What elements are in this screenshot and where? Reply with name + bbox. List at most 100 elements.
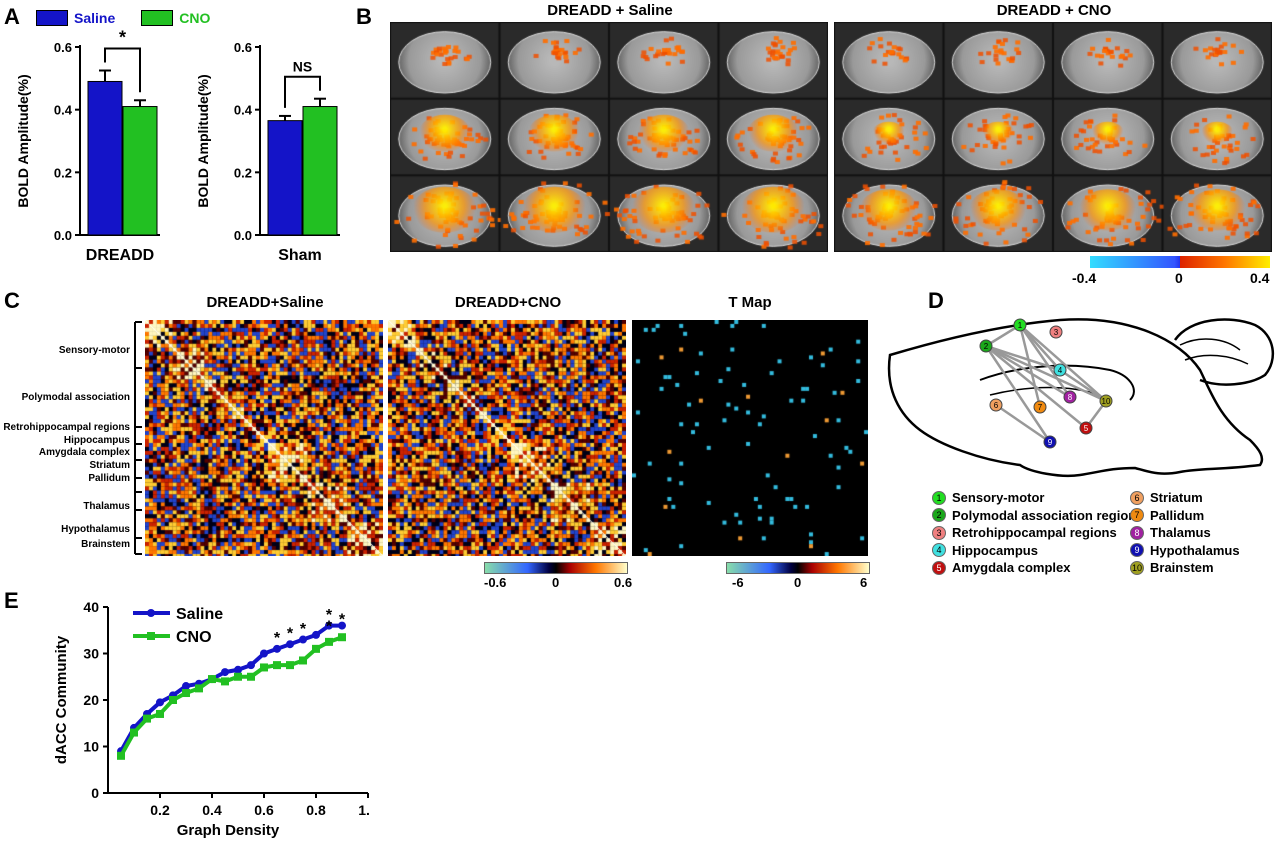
y-tick-label: 0.4 <box>54 103 73 118</box>
legend-label: Hypothalamus <box>1150 542 1240 558</box>
legend-number-badge: 7 <box>1130 508 1144 522</box>
panel-b-colorbar <box>1090 256 1270 268</box>
bar-cno <box>122 106 158 236</box>
legend-label: Amygdala complex <box>952 560 1071 575</box>
series-line-saline <box>119 623 342 753</box>
legend-label: Thalamus <box>1150 525 1211 540</box>
legend-number-badge: 4 <box>932 543 946 557</box>
legend-item-striatum: 6 Striatum <box>1130 490 1203 505</box>
network-node-6 <box>989 398 1003 412</box>
legend-label: Retrohippocampal regions <box>952 525 1117 540</box>
legend-marker-saline <box>147 609 155 617</box>
y-tick-label: 0.6 <box>54 40 72 55</box>
colorbar-r-max: 0.6 <box>614 575 633 590</box>
y-tick-label: 0.4 <box>234 103 253 118</box>
group-label: DREADD <box>86 247 154 264</box>
cerebellum-outline <box>1173 318 1275 386</box>
legend-number-badge: 9 <box>1130 543 1144 557</box>
legend-label: Polymodal association regions <box>952 507 1144 523</box>
legend-item-polymodal-association-regions: 2 Polymodal association regions <box>932 508 1143 523</box>
brain-slices-canvas <box>834 22 1272 252</box>
panel-letter-c: C <box>4 288 20 313</box>
panel-letter-d: D <box>928 288 944 313</box>
panel-letter-a: A <box>4 4 20 29</box>
panel-b-title-cno: DREADD + CNO <box>996 2 1112 19</box>
legend-label-cno: CNO <box>176 629 212 646</box>
brain-outline <box>887 318 1264 477</box>
legend-item-pallidum: 7 Pallidum <box>1130 508 1204 523</box>
y-tick-label: 0.2 <box>234 165 252 180</box>
y-tick-label: 40 <box>83 599 99 615</box>
data-point-saline <box>247 661 255 670</box>
colorbar-t-max: 6 <box>860 575 868 590</box>
row-label: Amygdala complex <box>38 447 130 458</box>
data-point-saline <box>312 630 320 639</box>
row-label: Polymodal association <box>21 392 130 403</box>
panel-c-colorbar-r <box>484 562 628 574</box>
network-edge <box>984 345 1052 443</box>
data-point-cno <box>299 656 307 665</box>
data-point-cno <box>338 633 346 642</box>
data-point-cno <box>169 696 177 704</box>
legend-number-badge: 8 <box>1130 525 1144 540</box>
legend-item-brainstem: 10 Brainstem <box>1130 560 1214 575</box>
network-node-label: 3 <box>1054 328 1059 337</box>
panel-b-colorbar-mid: 0 <box>1175 270 1183 286</box>
group-label: Sham <box>278 247 322 264</box>
network-node-4 <box>1053 363 1067 377</box>
legend-label-cno: CNO <box>179 10 211 26</box>
network-node-label: 8 <box>1068 393 1073 402</box>
data-point-saline <box>182 682 190 691</box>
legend-number-badge: 2 <box>932 508 946 522</box>
significance-star: * <box>300 621 307 638</box>
data-point-cno <box>182 689 190 698</box>
network-edge <box>995 403 1051 444</box>
row-label: Pallidum <box>88 473 130 484</box>
data-point-cno <box>143 714 151 723</box>
legend-number-badge: 10 <box>1130 560 1144 575</box>
legend-label: Pallidum <box>1150 507 1205 523</box>
significance-star: * <box>339 612 346 629</box>
series-line-cno <box>119 635 343 757</box>
legend-label-saline: Saline <box>74 10 116 26</box>
data-point-cno <box>130 728 138 737</box>
network-edge <box>1019 324 1107 402</box>
row-label: Hippocampus <box>63 435 130 446</box>
legend-item-hippocampus: 4 Hippocampus <box>932 543 1038 558</box>
significance-star: * <box>287 626 294 643</box>
significance-bracket <box>284 75 321 108</box>
data-point-cno <box>195 684 203 693</box>
data-point-cno <box>312 644 320 653</box>
data-point-cno <box>247 672 255 681</box>
network-edge <box>985 344 1107 403</box>
significance-label: * <box>119 30 126 48</box>
data-point-saline <box>299 635 307 644</box>
y-axis-label: BOLD Amplitude(%) <box>195 74 211 207</box>
brain-slices-canvas <box>390 22 828 252</box>
panel-b-colorbar-min: -0.4 <box>1072 270 1097 286</box>
legend-marker-cno <box>147 632 155 640</box>
legend-label: Sensory-motor <box>952 490 1045 505</box>
network-node-8 <box>1063 390 1077 404</box>
network-node-label: 1 <box>1018 321 1023 330</box>
network-node-label: 5 <box>1084 424 1089 433</box>
brain-slices-saline <box>390 22 828 252</box>
x-tick-label: 0.6 <box>254 802 274 818</box>
bar-chart-sham: 0.0 0.2 0.4 0.6 BOLD Amplitude(%) NS Sham <box>195 40 340 264</box>
data-point-saline <box>273 644 281 653</box>
y-tick-label: 0.0 <box>234 228 252 243</box>
legend-item-retrohippocampal-regions: 3 Retrohippocampal regions <box>932 525 1117 540</box>
x-tick-label: 0.2 <box>150 802 170 818</box>
line-chart-dacc-community: 0 10 20 30 40 0.2 0.4 0.6 0.8 1.0 dACC Community Gr… <box>53 599 370 839</box>
bar-cno <box>302 106 338 236</box>
y-tick-label: 0.2 <box>54 165 72 180</box>
data-point-saline <box>221 668 229 677</box>
data-point-saline <box>338 621 346 630</box>
y-tick-label: 0 <box>91 785 99 801</box>
legend-item-thalamus: 8 Thalamus <box>1130 525 1211 540</box>
data-point-cno <box>221 677 229 686</box>
data-point-saline <box>156 698 164 707</box>
network-node-label: 2 <box>984 342 989 351</box>
data-point-cno <box>156 709 164 718</box>
panel-c-title-saline: DREADD+Saline <box>206 294 324 311</box>
